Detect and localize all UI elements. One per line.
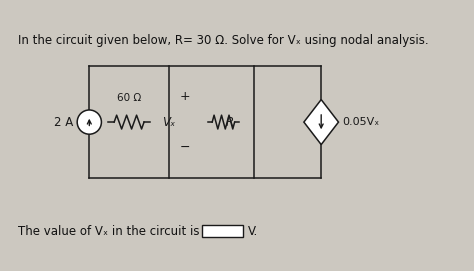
Text: +: + [179,90,190,103]
Text: The value of Vₓ in the circuit is: The value of Vₓ in the circuit is [18,225,200,238]
Text: 0.05Vₓ: 0.05Vₓ [342,117,379,127]
Circle shape [77,110,101,134]
Text: 2 A: 2 A [55,116,74,128]
Text: 60 Ω: 60 Ω [117,93,141,103]
Text: In the circuit given below, R= 30 Ω. Solve for Vₓ using nodal analysis.: In the circuit given below, R= 30 Ω. Sol… [18,34,429,47]
Text: V.: V. [247,225,258,238]
Text: −: − [179,141,190,154]
Text: Vₓ: Vₓ [163,116,176,128]
Polygon shape [304,99,338,145]
FancyBboxPatch shape [202,225,243,237]
Text: R: R [226,116,234,128]
